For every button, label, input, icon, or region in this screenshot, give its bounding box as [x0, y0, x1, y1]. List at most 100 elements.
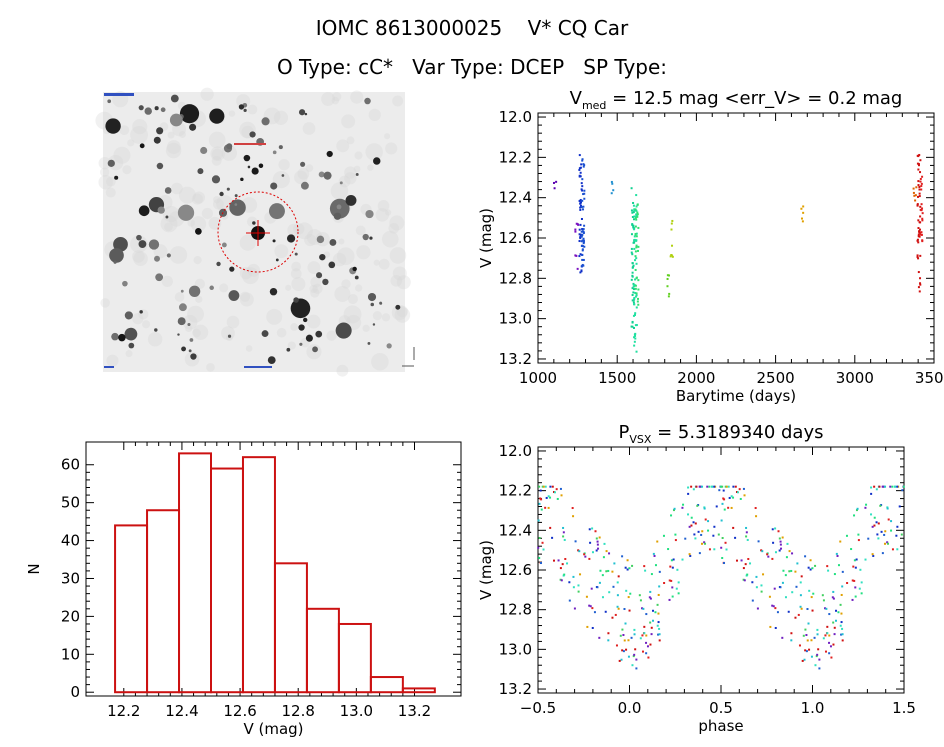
lightcurve-point	[581, 239, 584, 242]
field-noise	[392, 266, 407, 281]
lightcurve-point	[919, 159, 922, 162]
field-star	[107, 159, 115, 167]
histogram-bar	[401, 687, 436, 694]
phased-point	[670, 559, 673, 562]
field-star	[169, 113, 183, 127]
phased-point	[832, 643, 835, 646]
lightcurve-point	[633, 215, 636, 218]
field-noise	[200, 87, 214, 101]
lightcurve-point	[670, 222, 673, 225]
field-noise	[247, 104, 258, 115]
field-noise	[246, 216, 258, 227]
lightcurve-point	[671, 255, 674, 258]
lightcurve-point	[633, 208, 636, 211]
phased-point	[611, 570, 614, 573]
phased-point	[840, 621, 843, 624]
phased-point	[776, 611, 779, 614]
field-star	[195, 228, 202, 235]
phased-point	[601, 596, 604, 599]
lightcurve-point	[635, 235, 638, 238]
lightcurve-point	[634, 295, 637, 298]
lightcurve-point	[632, 227, 635, 230]
field-star	[247, 165, 251, 169]
lightcurve-title: Vmed = 12.5 mag <err_V> = 0.2 mag	[570, 88, 903, 112]
phased-point	[622, 634, 625, 637]
lightcurve-point	[635, 292, 638, 295]
field-star	[315, 330, 323, 338]
lightcurve-point	[668, 292, 671, 295]
field-star	[179, 104, 200, 124]
phased-point	[538, 485, 541, 488]
phased-point	[772, 605, 775, 608]
field-star	[345, 194, 357, 206]
field-star	[190, 353, 197, 360]
phased-point	[779, 543, 782, 546]
phased-point	[860, 592, 863, 595]
phased-point	[816, 633, 819, 636]
field-star	[138, 105, 144, 111]
field-star	[395, 304, 401, 310]
phased-point	[771, 557, 774, 560]
phased-point	[768, 595, 771, 598]
field-star	[128, 342, 135, 349]
lightcurve-point	[918, 231, 921, 234]
phased-point	[839, 540, 842, 543]
phased-point	[676, 568, 679, 571]
lightcurve-point	[634, 215, 637, 218]
phased-point	[555, 488, 558, 491]
phased-point	[677, 592, 680, 595]
field-star	[354, 275, 359, 280]
field-star	[177, 317, 186, 326]
phased-point	[743, 494, 746, 497]
field-noise	[239, 266, 253, 280]
field-star	[267, 356, 276, 365]
phased-point	[788, 550, 791, 553]
lightcurve-point	[918, 188, 921, 191]
phased-point	[854, 566, 857, 569]
lightcurve-point	[582, 241, 585, 244]
histogram-xtick-label: 13.0	[340, 702, 373, 720]
lightcurve-point	[575, 222, 578, 225]
phased-point	[876, 533, 879, 536]
field-noise	[98, 157, 111, 170]
lightcurve-point	[552, 181, 555, 184]
phased-point	[821, 594, 824, 597]
lightcurve-point	[914, 194, 917, 197]
phased-point	[694, 537, 697, 540]
phased-point	[851, 598, 854, 601]
phased-point	[621, 649, 624, 652]
lightcurve-point	[631, 216, 634, 219]
phased-point	[703, 507, 706, 510]
lightcurve-point	[632, 291, 635, 294]
field-star	[272, 239, 276, 243]
phased-point	[577, 549, 580, 552]
field-star	[209, 285, 214, 291]
phased-point	[745, 531, 748, 534]
phased-point	[540, 508, 543, 511]
lightcurve-point	[583, 189, 586, 192]
phased-point	[641, 650, 644, 653]
field-star	[269, 287, 278, 296]
phased-point	[730, 506, 733, 509]
phased-point	[891, 548, 894, 551]
phased-point	[649, 597, 652, 600]
lightcurve-point	[916, 239, 919, 242]
lightcurve-point	[632, 224, 635, 227]
lightcurve-point	[582, 208, 585, 211]
phased-point	[867, 537, 870, 540]
phased-point	[616, 581, 619, 584]
phased-point	[883, 542, 886, 545]
field-noise	[326, 330, 337, 341]
phased-point	[781, 536, 784, 539]
field-noise	[98, 175, 113, 190]
lightcurve-point	[918, 192, 921, 195]
phased-point	[804, 555, 807, 558]
phased-point	[642, 607, 645, 610]
phased-point	[794, 570, 797, 573]
phased-point	[604, 610, 607, 613]
lightcurve-point	[671, 219, 674, 222]
field-star	[278, 145, 283, 150]
lightcurve-xtick-label: 3500	[915, 369, 944, 387]
field-star	[170, 94, 179, 103]
lightcurve-point	[633, 296, 636, 299]
